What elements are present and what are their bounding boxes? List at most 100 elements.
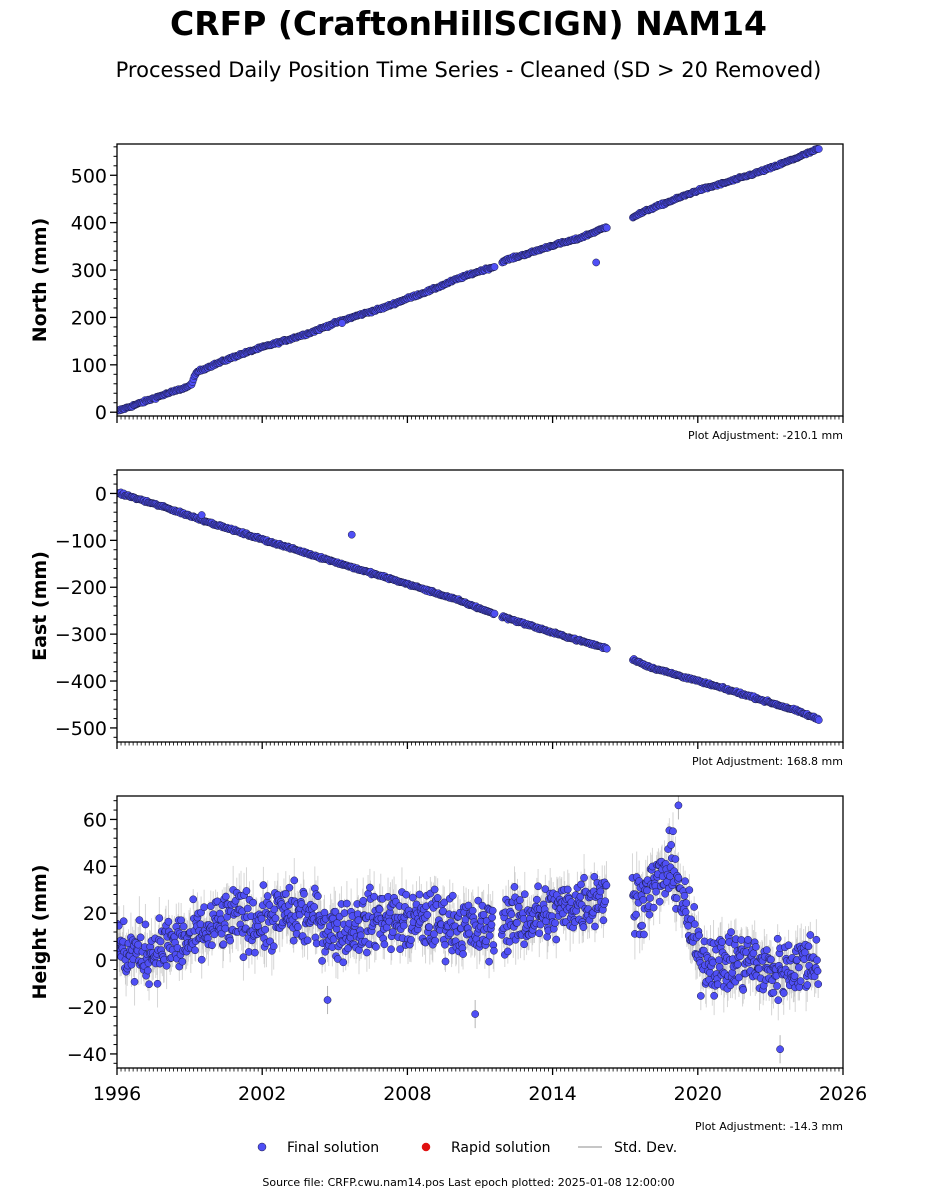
final-point bbox=[265, 901, 274, 909]
final-point bbox=[520, 890, 529, 899]
final-point bbox=[464, 901, 473, 910]
final-point bbox=[482, 937, 490, 946]
y-tick-label: 100 bbox=[71, 355, 107, 377]
final-point bbox=[431, 936, 440, 945]
final-point bbox=[261, 925, 270, 934]
final-point bbox=[441, 957, 450, 966]
final-point bbox=[402, 890, 411, 899]
final-point bbox=[490, 609, 499, 618]
final-point bbox=[259, 881, 268, 889]
final-point bbox=[446, 929, 455, 938]
final-point bbox=[448, 891, 457, 900]
final-point bbox=[300, 890, 308, 898]
final-point bbox=[389, 928, 397, 936]
final-point bbox=[197, 955, 206, 964]
final-point bbox=[162, 961, 171, 970]
final-point bbox=[439, 907, 447, 915]
y-tick-label: −500 bbox=[55, 718, 107, 740]
final-point bbox=[290, 876, 299, 885]
final-point bbox=[513, 919, 521, 927]
final-point bbox=[510, 883, 519, 891]
final-point bbox=[242, 887, 251, 895]
final-point bbox=[485, 957, 493, 966]
final-point bbox=[814, 716, 823, 724]
final-point bbox=[375, 905, 384, 914]
final-point bbox=[141, 920, 150, 929]
final-point bbox=[208, 941, 216, 950]
chart-subtitle: Processed Daily Position Time Series - C… bbox=[115, 58, 822, 82]
final-point bbox=[503, 947, 512, 956]
final-point bbox=[249, 898, 257, 907]
final-point bbox=[602, 644, 611, 653]
y-axis-label: North (mm) bbox=[29, 218, 51, 343]
final-point bbox=[294, 923, 302, 931]
y-tick-label: 500 bbox=[71, 165, 107, 187]
final-point bbox=[331, 907, 340, 916]
final-point bbox=[592, 258, 601, 267]
panel-north: 0 100 200 300 400 500 North (mm) Plot Adjustmen… bbox=[29, 143, 844, 442]
final-point bbox=[433, 894, 442, 902]
final-point bbox=[488, 913, 496, 922]
final-point bbox=[269, 942, 278, 951]
final-point bbox=[119, 917, 128, 926]
final-point bbox=[303, 936, 312, 945]
plot-adjustment: Plot Adjustment: -210.1 mm bbox=[688, 429, 843, 442]
final-point bbox=[370, 892, 378, 901]
final-point bbox=[430, 885, 439, 894]
final-point bbox=[408, 893, 417, 902]
panel-east: 0 −100 −200 −300 −400 −500 East (mm) Plot Adjus… bbox=[29, 469, 844, 768]
final-point bbox=[338, 319, 346, 327]
final-point bbox=[372, 943, 380, 951]
final-point bbox=[270, 905, 279, 914]
final-point bbox=[189, 895, 198, 904]
final-point bbox=[465, 929, 473, 938]
final-point bbox=[339, 958, 348, 967]
final-point bbox=[490, 263, 499, 271]
plot-adjustment: Plot Adjustment: 168.8 mm bbox=[692, 755, 843, 768]
final-point bbox=[135, 916, 144, 924]
final-point bbox=[507, 910, 516, 919]
y-tick-label: 0 bbox=[95, 483, 107, 505]
chart-title: CRFP (CraftonHillSCIGN) NAM14 bbox=[170, 4, 767, 43]
final-point bbox=[257, 914, 266, 923]
final-point bbox=[314, 892, 322, 901]
y-tick-label: −100 bbox=[55, 530, 107, 552]
y-tick-label: 400 bbox=[71, 213, 107, 235]
final-point bbox=[380, 940, 389, 949]
final-point bbox=[363, 948, 371, 957]
y-tick-label: 300 bbox=[71, 260, 107, 282]
final-point bbox=[814, 145, 823, 153]
final-point bbox=[251, 948, 259, 957]
final-point bbox=[222, 892, 230, 901]
final-point bbox=[356, 931, 365, 940]
final-point bbox=[423, 910, 432, 919]
final-point bbox=[479, 910, 488, 919]
final-point bbox=[197, 511, 206, 519]
final-point bbox=[289, 936, 298, 945]
final-point bbox=[340, 909, 349, 917]
data-points bbox=[117, 796, 823, 1064]
final-point bbox=[145, 980, 153, 989]
final-point bbox=[487, 920, 496, 929]
final-point bbox=[155, 914, 164, 923]
final-point bbox=[178, 957, 187, 966]
final-point bbox=[354, 916, 363, 925]
final-point bbox=[425, 923, 434, 931]
final-point bbox=[271, 914, 280, 923]
final-point bbox=[359, 896, 368, 905]
final-point bbox=[459, 950, 467, 958]
panels-group: 0 100 200 300 400 500 North (mm) Plot Adjustmen… bbox=[29, 143, 867, 1133]
final-point bbox=[366, 883, 374, 892]
final-point bbox=[285, 883, 294, 892]
final-point bbox=[440, 898, 449, 907]
final-point bbox=[136, 933, 145, 942]
final-point bbox=[520, 940, 529, 949]
final-point bbox=[488, 906, 497, 915]
final-point bbox=[179, 922, 188, 931]
data-points bbox=[117, 488, 823, 724]
final-point bbox=[329, 935, 338, 944]
final-point bbox=[263, 892, 272, 900]
final-point bbox=[200, 903, 208, 912]
y-tick-label: −300 bbox=[55, 624, 107, 646]
